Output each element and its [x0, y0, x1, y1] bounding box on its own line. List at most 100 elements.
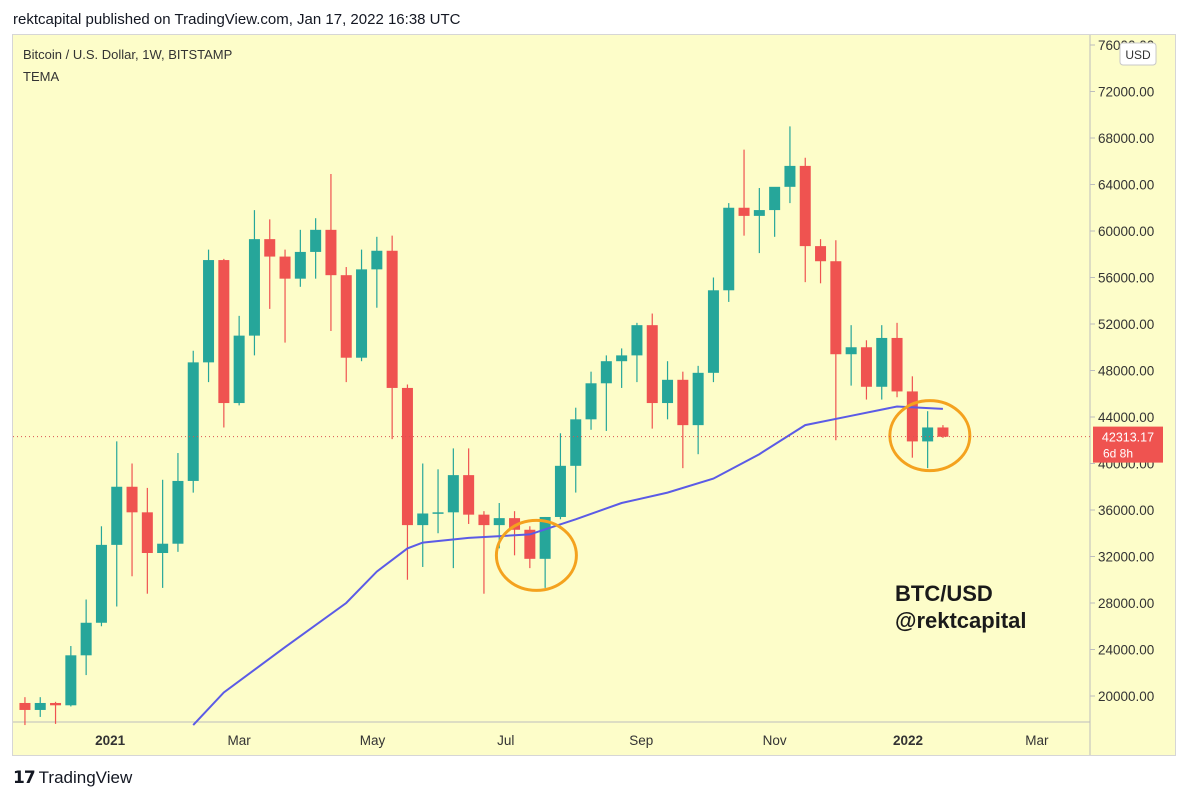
candle[interactable] [860, 340, 872, 400]
candle[interactable] [233, 315, 245, 406]
candle-body [554, 465, 566, 517]
candle[interactable] [218, 258, 230, 428]
candle[interactable] [723, 203, 735, 302]
candle[interactable] [157, 479, 169, 588]
candle[interactable] [478, 511, 490, 594]
candle-body [707, 290, 719, 373]
candle[interactable] [111, 441, 123, 607]
candle[interactable] [340, 267, 352, 383]
indicator-label[interactable]: TEMA [23, 69, 59, 84]
candle-body [417, 513, 429, 526]
tradingview-logo[interactable]: 17 TradingView [13, 768, 132, 788]
candle-body [738, 207, 750, 216]
candle[interactable] [876, 325, 888, 400]
currency-label: USD [1125, 48, 1151, 62]
candle[interactable] [34, 697, 46, 717]
candle[interactable] [692, 365, 704, 455]
candle[interactable] [738, 149, 750, 236]
candle[interactable] [248, 210, 260, 356]
candle[interactable] [463, 448, 475, 524]
candle-body [172, 480, 184, 544]
x-tick-label: Mar [228, 733, 252, 748]
candle[interactable] [432, 469, 444, 534]
candle-body [646, 325, 658, 404]
candle[interactable] [141, 487, 153, 594]
y-tick-label: 52000.00 [1098, 317, 1154, 332]
candle[interactable] [126, 463, 138, 577]
btc-weekly-chart[interactable]: 76000.0072000.0068000.0064000.0060000.00… [13, 35, 1175, 755]
candle[interactable] [50, 701, 62, 724]
candle[interactable] [707, 277, 719, 383]
candle-body [539, 516, 551, 559]
candle[interactable] [401, 384, 413, 580]
x-tick-label: Mar [1025, 733, 1049, 748]
candle[interactable] [386, 235, 398, 440]
candle[interactable] [310, 218, 322, 279]
candle[interactable] [906, 376, 918, 458]
candle-body [845, 347, 857, 355]
candle-body [65, 655, 77, 706]
candle-body [401, 387, 413, 526]
candle[interactable] [447, 448, 459, 569]
candle[interactable] [187, 350, 199, 493]
candle[interactable] [646, 313, 658, 429]
candle[interactable] [509, 511, 521, 556]
candle-body [141, 512, 153, 554]
candle[interactable] [631, 322, 643, 383]
candle-body [860, 347, 872, 387]
candle-body [906, 391, 918, 442]
candle-body [126, 486, 138, 513]
candle-body [34, 702, 46, 710]
x-tick-label: Jul [497, 733, 514, 748]
candle[interactable] [845, 325, 857, 386]
candle[interactable] [662, 361, 674, 420]
candle[interactable] [784, 126, 796, 204]
tema-line [192, 405, 943, 726]
candle[interactable] [524, 526, 536, 569]
candle[interactable] [417, 463, 429, 567]
candle[interactable] [554, 433, 566, 520]
candle-body [769, 186, 781, 211]
x-tick-label: 2021 [95, 733, 126, 748]
candle-body [692, 372, 704, 426]
candle[interactable] [371, 236, 383, 308]
x-tick-label: 2022 [893, 733, 923, 748]
candle[interactable] [769, 186, 781, 237]
candle-body [616, 355, 628, 362]
publisher-line: rektcapital published on TradingView.com… [13, 11, 461, 28]
candle[interactable] [937, 425, 949, 438]
candle[interactable] [891, 322, 903, 398]
candle[interactable] [677, 371, 689, 469]
y-tick-label: 36000.00 [1098, 503, 1154, 518]
y-tick-label: 32000.00 [1098, 550, 1154, 565]
candle[interactable] [830, 240, 842, 441]
candle[interactable] [65, 646, 77, 707]
candle-body [95, 544, 107, 623]
candle[interactable] [616, 348, 628, 388]
candle[interactable] [80, 599, 92, 676]
candle-body [662, 379, 674, 404]
candle[interactable] [922, 411, 934, 469]
candle[interactable] [172, 453, 184, 552]
currency-badge[interactable]: USD [1119, 42, 1157, 66]
candle[interactable] [325, 174, 337, 331]
candle-body [432, 512, 444, 514]
candle[interactable] [753, 187, 765, 254]
candle[interactable] [264, 219, 276, 309]
candle[interactable] [570, 407, 582, 493]
candle[interactable] [799, 157, 811, 283]
candle[interactable] [19, 697, 31, 726]
candle[interactable] [294, 229, 306, 287]
candle-body [203, 260, 215, 363]
candle[interactable] [203, 249, 215, 383]
chart-frame[interactable]: 76000.0072000.0068000.0064000.0060000.00… [12, 34, 1176, 756]
candle[interactable] [815, 239, 827, 284]
candle[interactable] [600, 355, 612, 431]
candle[interactable] [279, 249, 291, 343]
candle[interactable] [95, 526, 107, 627]
candle[interactable] [585, 371, 597, 430]
candle-body [80, 622, 92, 656]
candle[interactable] [356, 249, 368, 362]
candle-body [478, 514, 490, 526]
y-tick-label: 20000.00 [1098, 689, 1154, 704]
